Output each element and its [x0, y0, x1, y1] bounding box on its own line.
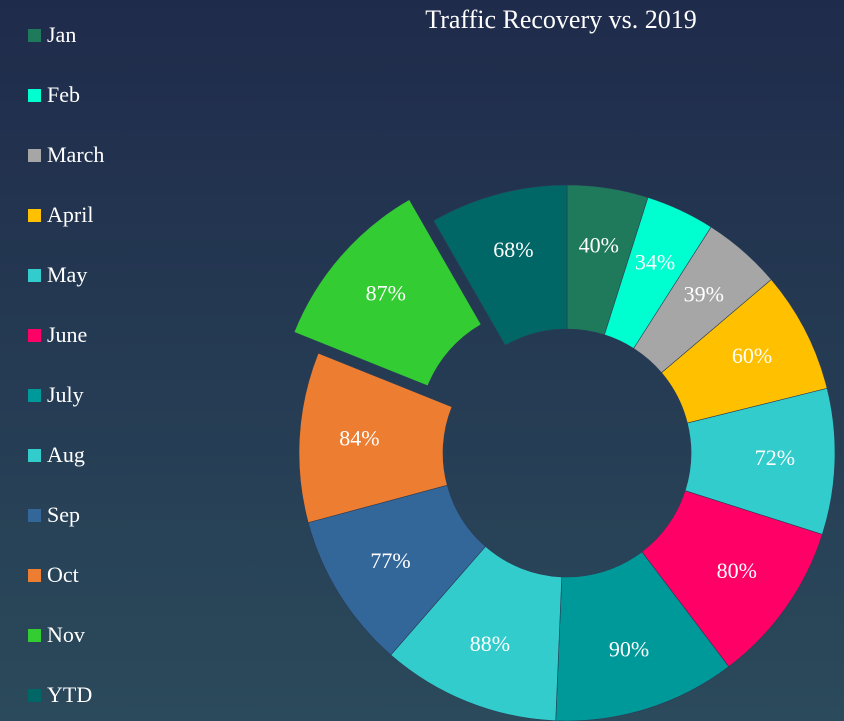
data-label: 68% — [493, 237, 533, 262]
data-label: 84% — [339, 426, 379, 451]
legend-swatch — [28, 689, 41, 702]
legend-swatch — [28, 329, 41, 342]
legend-label: Sep — [47, 502, 80, 527]
data-label: 34% — [635, 250, 675, 275]
data-label: 80% — [717, 558, 757, 583]
legend-label: Feb — [47, 82, 80, 107]
legend-swatch — [28, 209, 41, 222]
legend-label: Nov — [47, 622, 85, 647]
legend-swatch — [28, 269, 41, 282]
data-label: 88% — [470, 631, 510, 656]
data-label: 77% — [370, 548, 410, 573]
legend-swatch — [28, 89, 41, 102]
data-label: 60% — [732, 343, 772, 368]
legend-label: YTD — [47, 682, 92, 707]
legend-swatch — [28, 629, 41, 642]
legend-swatch — [28, 149, 41, 162]
data-label: 72% — [755, 445, 795, 470]
donut-slice — [293, 199, 482, 387]
legend-swatch — [28, 509, 41, 522]
legend-label: Oct — [47, 562, 79, 587]
legend-label: July — [47, 382, 84, 407]
legend-label: Aug — [47, 442, 85, 467]
legend-swatch — [28, 389, 41, 402]
legend-label: May — [47, 262, 87, 287]
legend-label: June — [47, 322, 87, 347]
legend-label: March — [47, 142, 104, 167]
data-label: 39% — [684, 281, 724, 306]
donut-slice — [298, 352, 453, 523]
legend-swatch — [28, 29, 41, 42]
legend-label: Jan — [47, 22, 76, 47]
legend-swatch — [28, 569, 41, 582]
data-label: 87% — [366, 281, 406, 306]
donut-slice — [433, 184, 568, 346]
chart-title: Traffic Recovery vs. 2019 — [425, 5, 697, 34]
legend-label: April — [47, 202, 93, 227]
legend-swatch — [28, 449, 41, 462]
data-label: 90% — [609, 637, 649, 662]
data-label: 40% — [579, 232, 619, 257]
